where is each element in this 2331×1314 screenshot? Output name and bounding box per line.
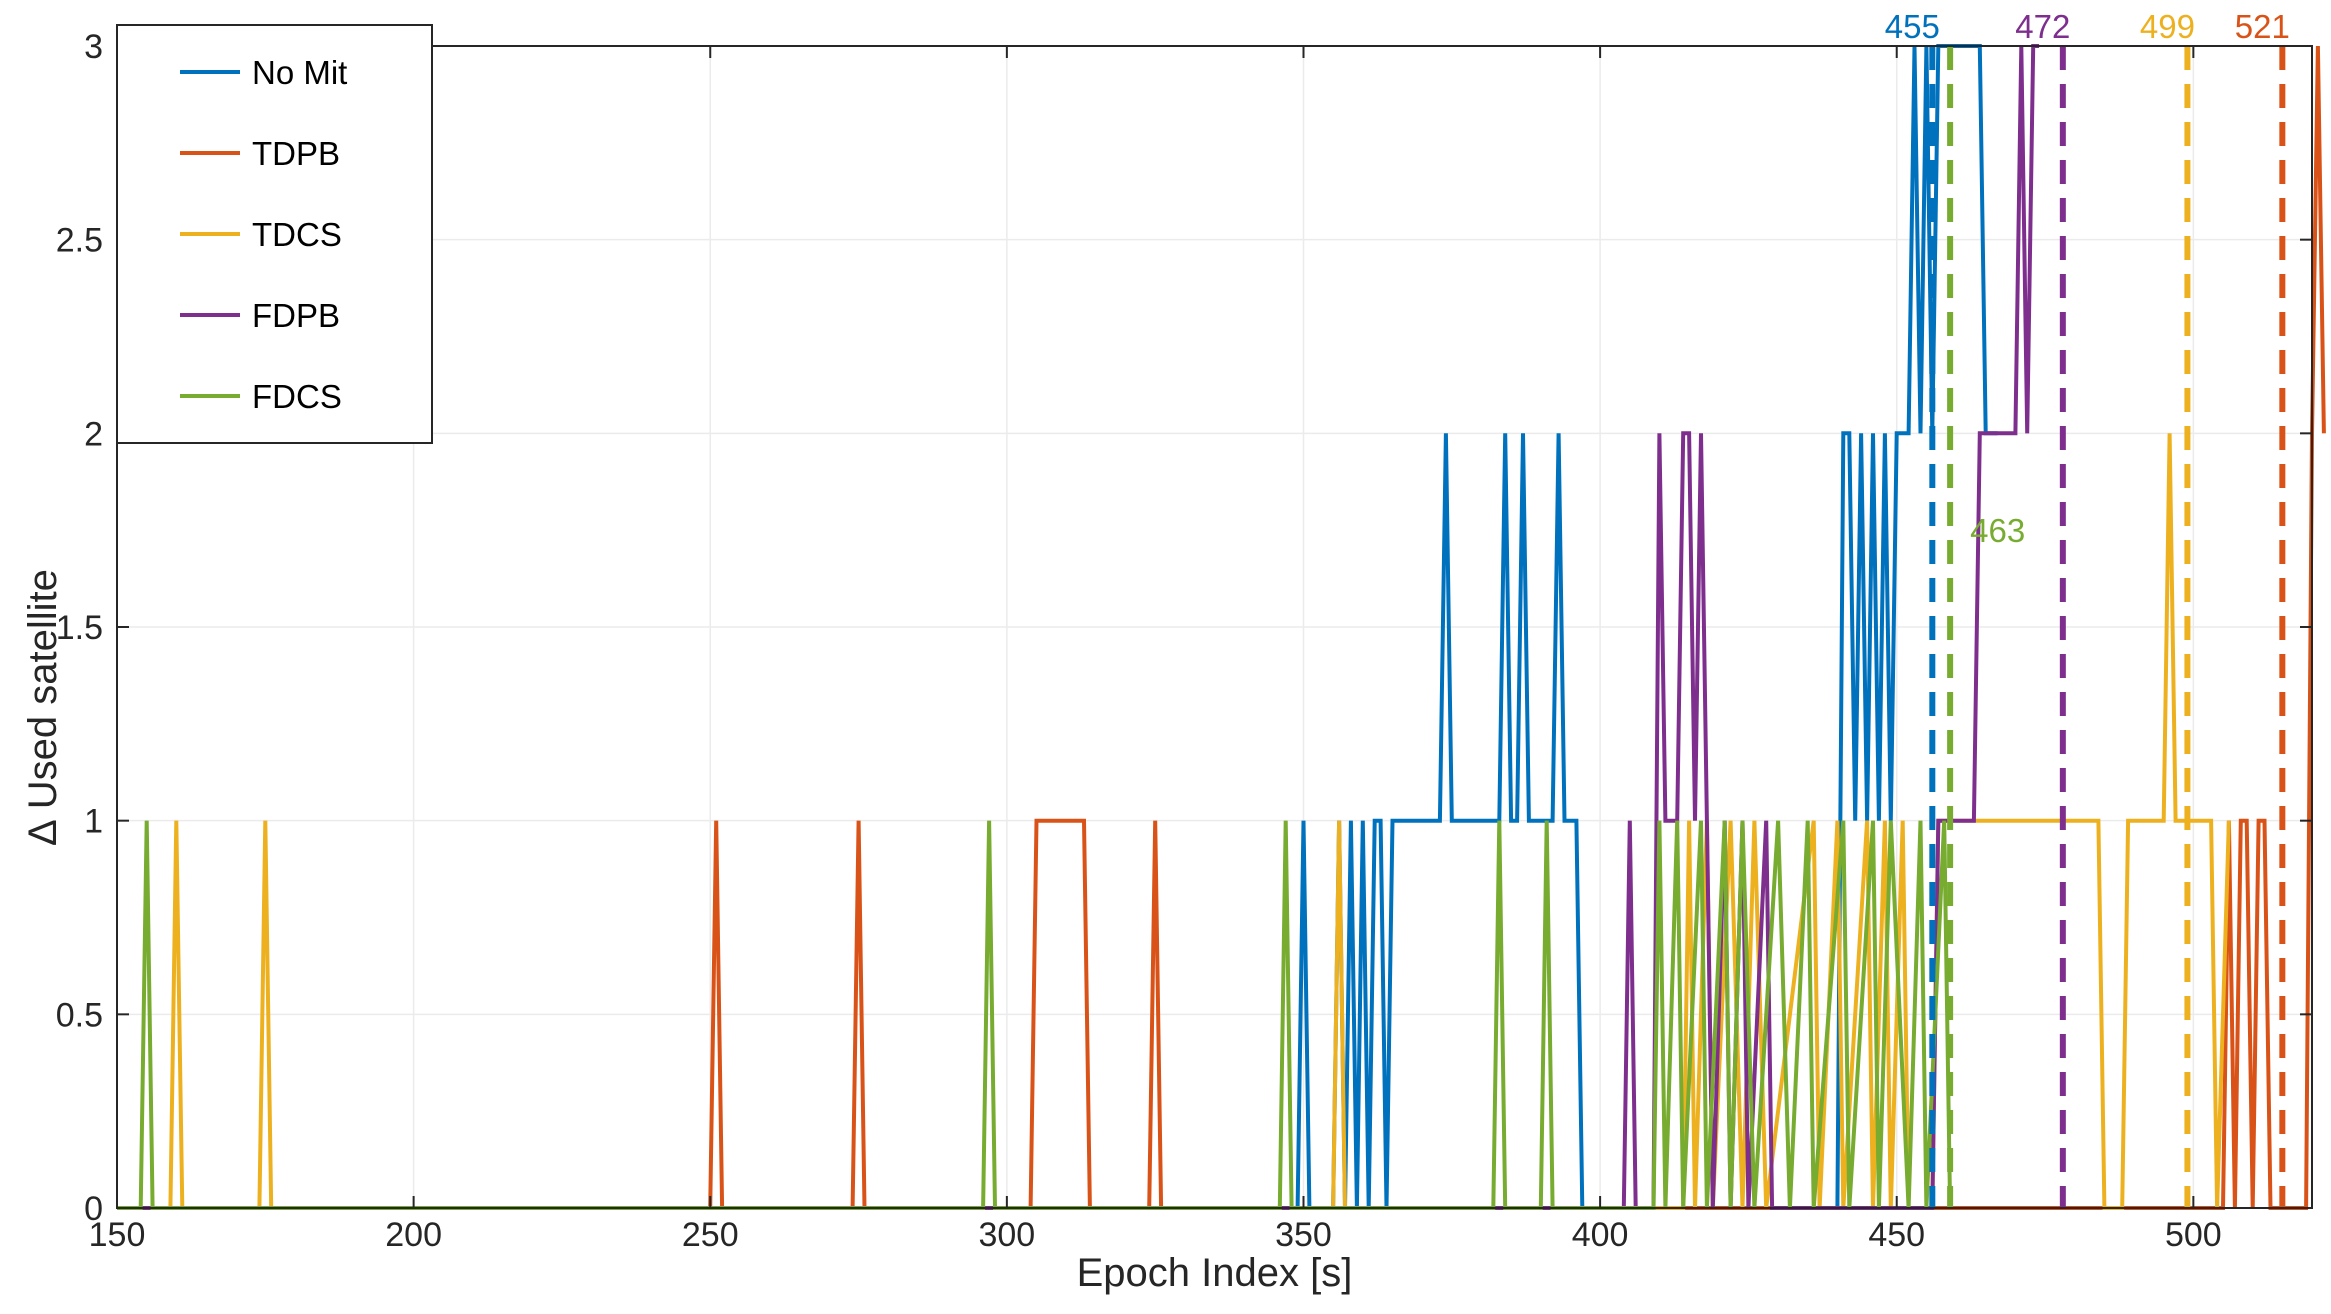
legend-label-fdpb: FDPB bbox=[252, 297, 340, 334]
legend-label-tdpb: TDPB bbox=[252, 135, 340, 172]
vline-label-463: 463 bbox=[1970, 512, 2025, 549]
legend-label-fdcs: FDCS bbox=[252, 378, 342, 415]
legend-box bbox=[116, 24, 433, 444]
legend-label-no-mit: No Mit bbox=[252, 54, 347, 91]
y-tick-label-1: 1 bbox=[84, 803, 103, 841]
x-tick-label-150: 150 bbox=[89, 1216, 146, 1254]
vline-label-455: 455 bbox=[1885, 8, 1940, 45]
tick-labels: 150 200 250 300 350 400 450 500 0 0.5 1 1.5 2 2.5 3 bbox=[56, 28, 2312, 1254]
y-tick-label-1.5: 1.5 bbox=[56, 609, 103, 647]
convergence-lines: 455 463 472 499 521 bbox=[1885, 8, 2290, 1208]
y-tick-label-2: 2 bbox=[84, 415, 103, 453]
x-tick-label-200: 200 bbox=[385, 1216, 442, 1254]
legend: No Mit TDPB TDCS FDPB FDCS bbox=[116, 24, 433, 444]
x-tick-label-450: 450 bbox=[1868, 1216, 1925, 1254]
x-tick-label-250: 250 bbox=[682, 1216, 739, 1254]
y-tick-label-0: 0 bbox=[84, 1190, 103, 1228]
x-tick-label-350: 350 bbox=[1275, 1216, 1332, 1254]
y-axis-title: ∆ Used satellite bbox=[21, 569, 65, 845]
y-tick-label-2.5: 2.5 bbox=[56, 222, 103, 260]
y-tick-label-3: 3 bbox=[84, 28, 103, 66]
y-tick-label-0.5: 0.5 bbox=[56, 996, 103, 1034]
x-tick-label-500: 500 bbox=[2165, 1216, 2222, 1254]
x-tick-label-400: 400 bbox=[1572, 1216, 1629, 1254]
x-axis-title: Epoch Index [s] bbox=[1077, 1251, 1353, 1295]
vline-label-499: 499 bbox=[2140, 8, 2195, 45]
vline-label-521: 521 bbox=[2235, 8, 2290, 45]
legend-label-tdcs: TDCS bbox=[252, 216, 342, 253]
x-tick-label-300: 300 bbox=[978, 1216, 1035, 1254]
vline-label-472: 472 bbox=[2015, 8, 2070, 45]
